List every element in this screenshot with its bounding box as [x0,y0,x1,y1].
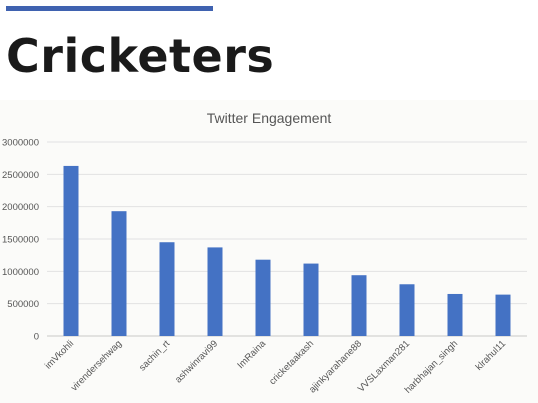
bar [303,263,319,336]
y-tick-label: 3000000 [2,138,39,149]
y-tick-label: 1000000 [2,267,39,278]
bar [111,211,127,336]
y-tick-label: 1500000 [2,235,39,246]
bar [255,259,271,336]
x-tick-label: ImRaina [235,338,268,371]
bar [495,294,511,336]
x-tick-label: cricketaakash [267,338,316,387]
bar-chart: Twitter Engagement 0 500000 1000000 1500000… [2,110,527,396]
bar [447,293,463,336]
x-tick-label: imVkohli [43,338,76,371]
bar [399,284,415,336]
x-tick-label: sachin_rt [137,338,172,373]
y-tick-label: 2000000 [2,202,39,213]
page-title: Cricketers [6,29,275,83]
bar [351,275,367,336]
chart-title: Twitter Engagement [207,110,332,126]
bar [159,242,175,336]
x-tick-label: ashwinravi99 [173,338,220,385]
bar [63,165,79,336]
x-tick-label: virendersehwag [69,338,124,393]
chart-area: Twitter Engagement 0 500000 1000000 1500000… [0,100,538,403]
y-tick-label: 0 [34,332,39,343]
title-accent-bar [6,6,213,11]
y-tick-label: 500000 [7,299,39,310]
y-tick-label: 2500000 [2,170,39,181]
x-tick-label: klrahul11 [474,338,509,373]
bar [207,247,223,336]
